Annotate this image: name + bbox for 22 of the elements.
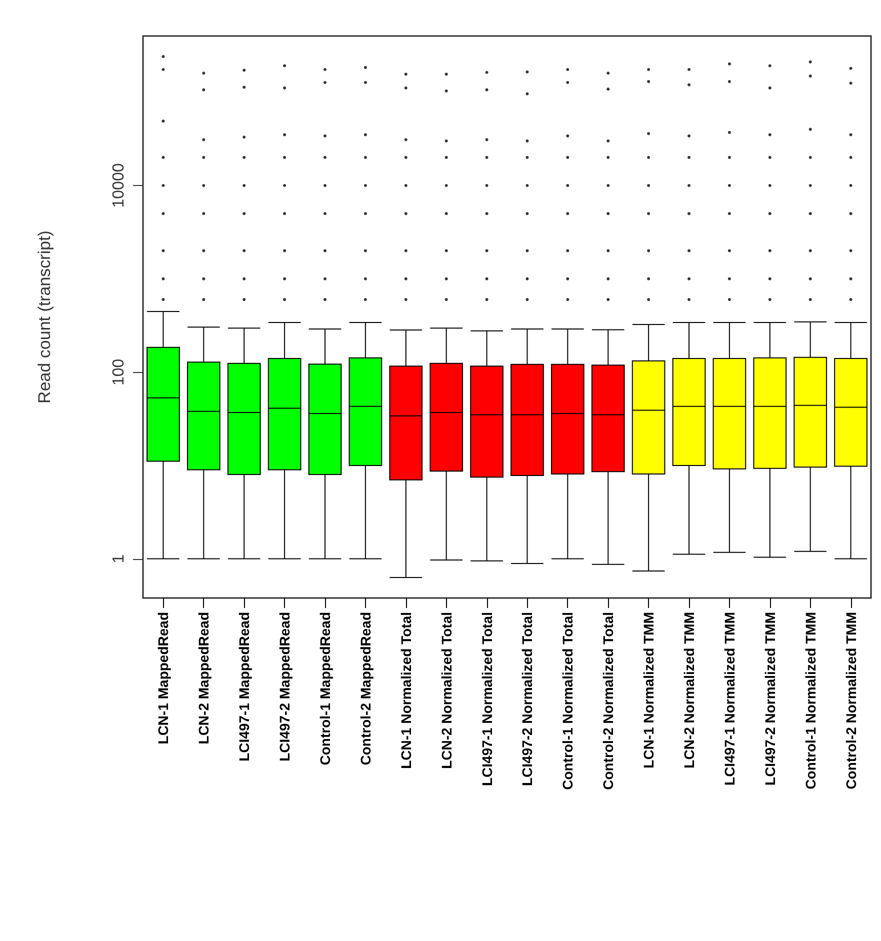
x-tick-label: LCN-1 Normalized Total	[398, 612, 414, 769]
y-tick-label: 10000	[110, 163, 128, 208]
x-tick-label: LCI497-1 Normalized Total	[478, 612, 495, 786]
x-tick-label: LCI497-2 MappedRead	[276, 612, 293, 762]
x-tick-label: Control-1 Normalized TMM	[802, 612, 818, 790]
x-tick-label: LCN-1 MappedRead	[155, 612, 172, 744]
x-tick-label: LCN-2 Normalized Total	[438, 612, 454, 769]
x-tick-label: LCI497-1 MappedRead	[236, 612, 252, 762]
x-tick-label: LCN-2 MappedRead	[196, 612, 212, 744]
x-tick-label: Control-2 Normalized TMM	[842, 612, 859, 790]
y-tick-label: 100	[110, 358, 128, 386]
x-tick-label: LCI497-1 Normalized TMM	[721, 612, 738, 786]
x-tick-label: LCI497-2 Normalized Total	[519, 612, 536, 786]
x-tick-label: LCI497-2 Normalized TMM	[762, 612, 778, 786]
y-tick-label: 1	[110, 554, 128, 564]
x-tick-label: Control-2 MappedRead	[357, 612, 374, 766]
x-tick-label: Control-1 MappedRead	[317, 612, 333, 766]
y-axis-title: Read count (transcript)	[35, 230, 54, 404]
x-tick-label: LCN-2 Normalized TMM	[681, 612, 697, 768]
x-tick-label: LCN-1 Normalized TMM	[640, 612, 657, 768]
x-tick-label: Control-2 Normalized Total	[600, 612, 616, 790]
x-tick-label: Control-1 Normalized Total	[560, 612, 576, 790]
